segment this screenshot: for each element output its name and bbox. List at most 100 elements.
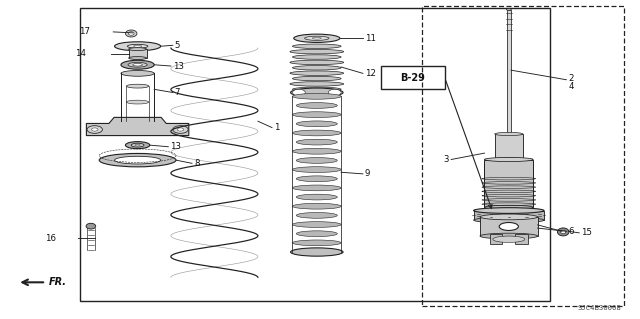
Ellipse shape <box>506 9 511 11</box>
Text: B-29: B-29 <box>401 73 425 83</box>
Bar <box>507 10 511 134</box>
Circle shape <box>328 89 341 96</box>
Ellipse shape <box>484 158 533 161</box>
Ellipse shape <box>290 60 344 65</box>
Circle shape <box>92 128 98 131</box>
Ellipse shape <box>290 82 344 86</box>
Ellipse shape <box>296 212 337 218</box>
Bar <box>474 211 544 220</box>
Text: 5: 5 <box>175 41 180 50</box>
Ellipse shape <box>292 222 341 227</box>
Ellipse shape <box>499 223 518 230</box>
Ellipse shape <box>296 249 337 255</box>
Ellipse shape <box>129 48 147 51</box>
Text: 12: 12 <box>365 69 376 78</box>
Ellipse shape <box>127 84 148 88</box>
Bar <box>490 234 502 244</box>
Circle shape <box>292 89 305 96</box>
Ellipse shape <box>296 194 337 200</box>
Text: 13: 13 <box>173 62 184 70</box>
Text: 13: 13 <box>170 142 181 151</box>
Ellipse shape <box>129 57 147 59</box>
Ellipse shape <box>296 158 337 163</box>
Ellipse shape <box>474 208 544 213</box>
Ellipse shape <box>131 143 144 147</box>
Text: FR.: FR. <box>49 277 67 287</box>
Text: 7: 7 <box>175 88 180 97</box>
Ellipse shape <box>305 36 329 41</box>
Ellipse shape <box>135 144 140 146</box>
Ellipse shape <box>292 65 341 70</box>
Ellipse shape <box>296 121 337 127</box>
Text: 8: 8 <box>194 159 200 168</box>
Ellipse shape <box>296 139 337 145</box>
Ellipse shape <box>292 87 341 92</box>
Ellipse shape <box>484 205 533 210</box>
Ellipse shape <box>292 203 341 209</box>
Text: 3: 3 <box>444 155 449 164</box>
Circle shape <box>173 126 188 133</box>
Circle shape <box>177 128 184 131</box>
Ellipse shape <box>115 42 161 51</box>
Ellipse shape <box>557 228 569 236</box>
Ellipse shape <box>495 158 523 161</box>
Ellipse shape <box>121 60 154 69</box>
Ellipse shape <box>292 185 341 191</box>
Ellipse shape <box>292 240 341 246</box>
Ellipse shape <box>292 167 341 173</box>
Ellipse shape <box>493 236 525 242</box>
Bar <box>129 49 147 58</box>
Polygon shape <box>86 117 189 136</box>
Ellipse shape <box>125 30 137 37</box>
Bar <box>484 160 533 207</box>
Ellipse shape <box>134 45 142 47</box>
Ellipse shape <box>495 132 523 136</box>
Ellipse shape <box>128 62 147 67</box>
Ellipse shape <box>480 233 538 239</box>
Ellipse shape <box>296 231 337 237</box>
Ellipse shape <box>115 156 161 164</box>
Ellipse shape <box>127 44 148 48</box>
Bar <box>515 234 528 244</box>
Text: 11: 11 <box>365 34 376 43</box>
Ellipse shape <box>291 88 343 97</box>
Ellipse shape <box>127 100 148 104</box>
Ellipse shape <box>292 55 341 59</box>
Bar <box>495 134 523 160</box>
Bar <box>80 8 550 301</box>
Ellipse shape <box>292 130 341 136</box>
Ellipse shape <box>86 223 96 229</box>
Ellipse shape <box>292 93 341 99</box>
Ellipse shape <box>294 34 340 42</box>
Text: 6: 6 <box>568 227 574 236</box>
Ellipse shape <box>125 142 150 149</box>
Ellipse shape <box>121 118 154 124</box>
Ellipse shape <box>290 71 344 75</box>
Bar <box>480 217 538 236</box>
Text: 14: 14 <box>76 49 86 58</box>
Ellipse shape <box>291 248 343 256</box>
Ellipse shape <box>561 230 566 234</box>
Ellipse shape <box>292 44 341 48</box>
Ellipse shape <box>292 76 341 81</box>
Ellipse shape <box>296 103 337 108</box>
Ellipse shape <box>480 214 538 220</box>
Text: SJC4B30008: SJC4B30008 <box>577 305 621 311</box>
Bar <box>422 6 624 306</box>
Circle shape <box>87 126 102 133</box>
Ellipse shape <box>312 37 321 39</box>
Ellipse shape <box>296 176 337 182</box>
Ellipse shape <box>474 217 544 223</box>
Ellipse shape <box>292 148 341 154</box>
Ellipse shape <box>121 70 154 76</box>
Text: 15: 15 <box>581 228 592 237</box>
Ellipse shape <box>128 32 134 35</box>
Ellipse shape <box>99 153 176 167</box>
Text: 17: 17 <box>79 27 90 36</box>
Ellipse shape <box>133 63 143 66</box>
Bar <box>381 66 445 89</box>
Ellipse shape <box>292 112 341 117</box>
Text: 9: 9 <box>365 169 370 178</box>
Text: 2: 2 <box>568 74 574 83</box>
Text: 16: 16 <box>45 234 56 243</box>
